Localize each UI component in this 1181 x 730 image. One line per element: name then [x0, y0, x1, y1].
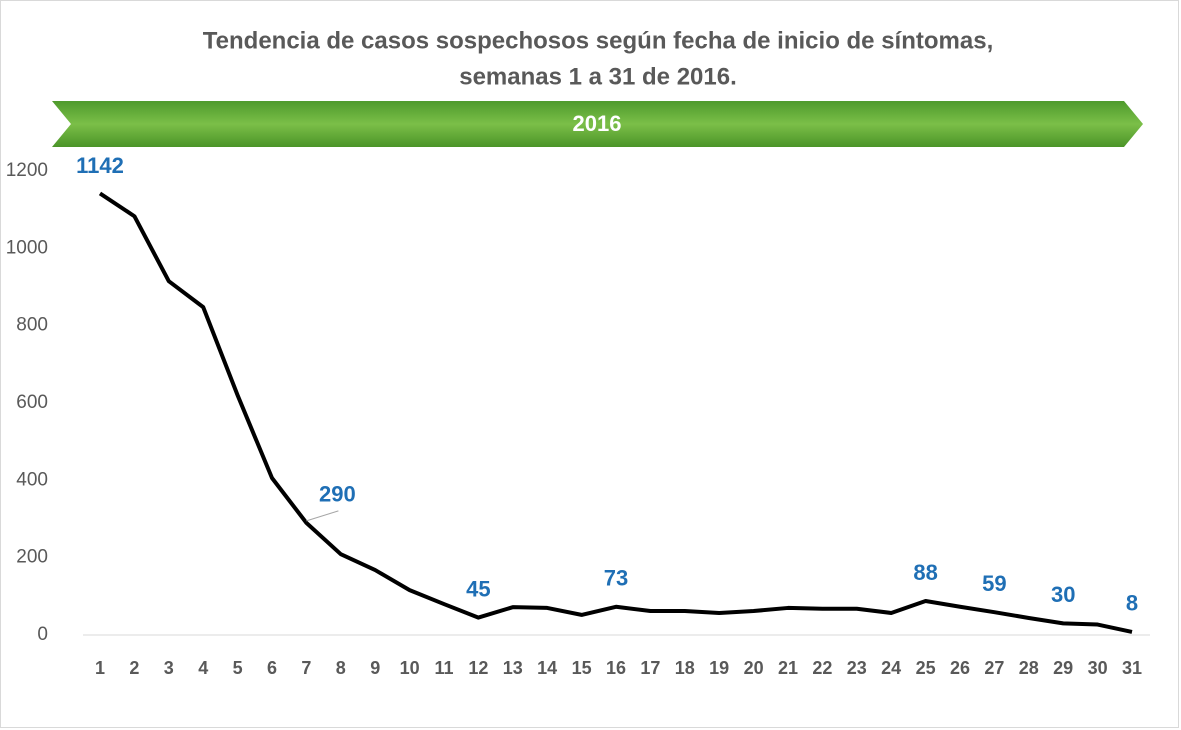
- x-tick-label: 12: [468, 658, 488, 678]
- y-tick-label: 600: [16, 392, 48, 413]
- x-tick-label: 26: [950, 658, 970, 678]
- x-tick-label: 4: [198, 658, 208, 678]
- x-tick-label: 15: [572, 658, 592, 678]
- x-tick-label: 20: [744, 658, 764, 678]
- chart-subtitle: semanas 1 a 31 de 2016.: [459, 63, 737, 90]
- x-tick-label: 29: [1053, 658, 1073, 678]
- x-tick-label: 1: [95, 658, 105, 678]
- x-tick-label: 14: [537, 658, 557, 678]
- y-tick-label: 400: [16, 469, 48, 490]
- x-tick-label: 31: [1122, 658, 1142, 678]
- data-label: 73: [604, 566, 628, 591]
- data-label: 290: [319, 482, 356, 507]
- x-tick-label: 28: [1019, 658, 1039, 678]
- x-tick-label: 7: [301, 658, 311, 678]
- x-tick-label: 2: [129, 658, 139, 678]
- data-label: 1142: [76, 153, 124, 178]
- y-tick-label: 200: [16, 547, 48, 568]
- x-tick-label: 22: [812, 658, 832, 678]
- x-tick-label: 23: [847, 658, 867, 678]
- data-label: 30: [1051, 582, 1075, 607]
- banner: [52, 101, 1143, 147]
- x-tick-label: 30: [1088, 658, 1108, 678]
- data-label: 45: [466, 576, 490, 601]
- line: [98, 191, 1133, 634]
- x-tick-label: 19: [709, 658, 729, 678]
- x-tick-label: 10: [400, 658, 420, 678]
- x-tick-label: 11: [434, 658, 453, 678]
- data-label: 59: [982, 571, 1006, 596]
- x-tick-label: 3: [164, 658, 174, 678]
- x-tick-label: 21: [778, 658, 798, 678]
- banner-label: 2016: [573, 111, 622, 136]
- y-tick-label: 1200: [6, 160, 48, 181]
- x-tick-label: 9: [370, 658, 380, 678]
- x-tick-label: 5: [233, 658, 243, 678]
- x-tick-label: 8: [336, 658, 346, 678]
- y-tick-label: 800: [16, 315, 48, 336]
- x-tick-label: 18: [675, 658, 695, 678]
- y-tick-label: 1000: [6, 237, 48, 258]
- x-tick-label: 24: [881, 658, 901, 678]
- x-tick-label: 13: [503, 658, 523, 678]
- x-tick-label: 16: [606, 658, 626, 678]
- x-tick-label: 6: [267, 658, 277, 678]
- y-tick-label: 0: [37, 624, 48, 645]
- data-label: 88: [913, 560, 937, 585]
- x-tick-label: 25: [916, 658, 936, 678]
- x-tick-label: 17: [640, 658, 660, 678]
- leader-line: [306, 510, 339, 522]
- chart-title: Tendencia de casos sospechosos según fec…: [203, 27, 993, 54]
- data-label: 8: [1126, 591, 1138, 616]
- x-tick-label: 27: [984, 658, 1004, 678]
